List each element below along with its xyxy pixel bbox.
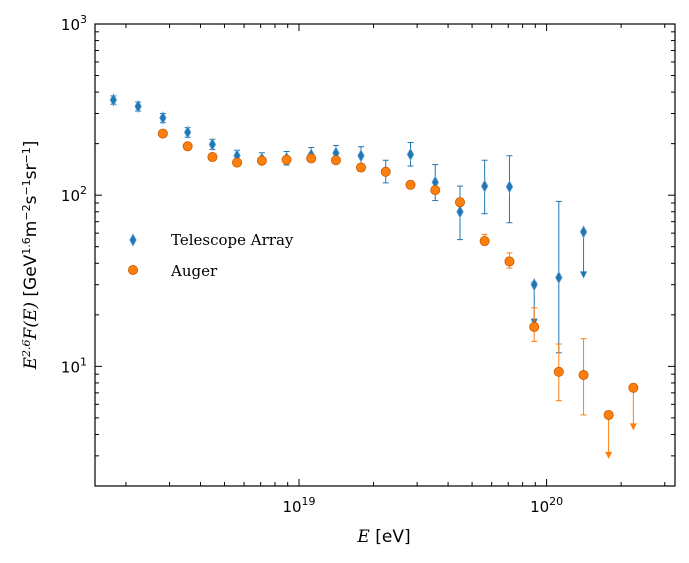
auger-upper-limit-arrow [629, 423, 637, 431]
ta-point [109, 93, 118, 107]
y-tick-label: 101 [61, 355, 87, 376]
ta-marker [456, 205, 464, 219]
ta-marker [406, 147, 415, 162]
y-tick-label: 103 [61, 13, 87, 34]
ta-point [456, 185, 464, 241]
x-axis-label: E [eV] [356, 527, 410, 547]
legend-label-telescope-array: Telescope Array [171, 231, 294, 249]
auger-point [479, 233, 490, 246]
ta-marker [183, 125, 192, 140]
auger-point [281, 154, 292, 165]
auger-marker [281, 154, 292, 165]
legend-marker-shape [127, 264, 138, 275]
auger-point [504, 252, 515, 269]
ta-point [134, 99, 142, 114]
ta-point [431, 164, 439, 202]
ta-marker [530, 277, 538, 292]
auger-marker [504, 256, 515, 267]
auger-point [182, 141, 193, 152]
auger-marker [455, 197, 466, 208]
auger-point [405, 179, 416, 190]
auger-point [430, 185, 441, 196]
auger-point [455, 197, 466, 208]
ta-marker [208, 137, 217, 152]
ta-point [183, 125, 192, 140]
ta-point [208, 137, 217, 152]
y-axis-label: E2.6F(E) [GeV1.6m−2s−1sr−1] [20, 141, 41, 371]
legend: Telescope Array Auger [127, 231, 294, 280]
y-tick-label: 102 [61, 184, 87, 205]
auger-marker [182, 141, 193, 152]
ta-marker [505, 180, 514, 194]
auger-marker [628, 382, 639, 393]
auger-marker [157, 128, 168, 139]
series-auger [157, 128, 639, 459]
auger-point [380, 166, 391, 177]
ta-marker [159, 111, 167, 125]
auger-point [330, 155, 341, 166]
auger-marker [603, 409, 614, 420]
auger-point [207, 152, 218, 163]
ta-point [480, 159, 489, 215]
legend-marker-auger [127, 264, 138, 275]
auger-point [356, 162, 367, 173]
auger-marker [207, 152, 218, 163]
auger-marker [356, 162, 367, 173]
ta-marker [357, 149, 365, 163]
auger-marker [553, 366, 564, 377]
ta-marker [555, 270, 563, 285]
auger-upper-limit-arrow [605, 451, 613, 459]
x-tick-label: 1019 [282, 495, 315, 516]
ta-marker [109, 93, 118, 107]
auger-point [157, 128, 168, 139]
legend-label-auger: Auger [170, 262, 218, 280]
auger-marker [529, 321, 540, 332]
ta-marker [579, 225, 588, 239]
auger-marker [256, 155, 267, 166]
x-tick-label: 1020 [530, 495, 563, 516]
tick-labels: 1019 1020 101 102 103 [61, 13, 563, 516]
ta-point [159, 111, 167, 125]
auger-marker [430, 185, 441, 196]
auger-point [553, 343, 564, 402]
legend-marker-shape [129, 233, 137, 247]
ta-marker [480, 179, 489, 193]
series-telescope-array [109, 93, 588, 354]
ta-point [579, 225, 588, 279]
ta-upper-limit-arrow [580, 271, 588, 279]
auger-marker [479, 235, 490, 246]
ta-marker [134, 99, 142, 114]
auger-marker [405, 179, 416, 190]
auger-marker [232, 157, 243, 168]
ta-point [505, 155, 514, 224]
auger-point [529, 307, 540, 342]
auger-point [256, 155, 267, 166]
auger-marker [306, 153, 317, 164]
auger-marker [330, 155, 341, 166]
legend-marker-telescope-array [129, 233, 137, 247]
auger-point [603, 409, 614, 459]
ta-point [406, 142, 415, 167]
plot-frame [94, 23, 676, 487]
auger-marker [578, 370, 589, 381]
auger-point [232, 157, 243, 168]
auger-marker [380, 166, 391, 177]
auger-point [578, 338, 589, 416]
data-series [109, 93, 639, 459]
axis-ticks [95, 23, 675, 487]
auger-point [306, 153, 317, 164]
ta-point [357, 146, 365, 166]
ta-point [555, 200, 563, 354]
auger-point [628, 382, 639, 431]
